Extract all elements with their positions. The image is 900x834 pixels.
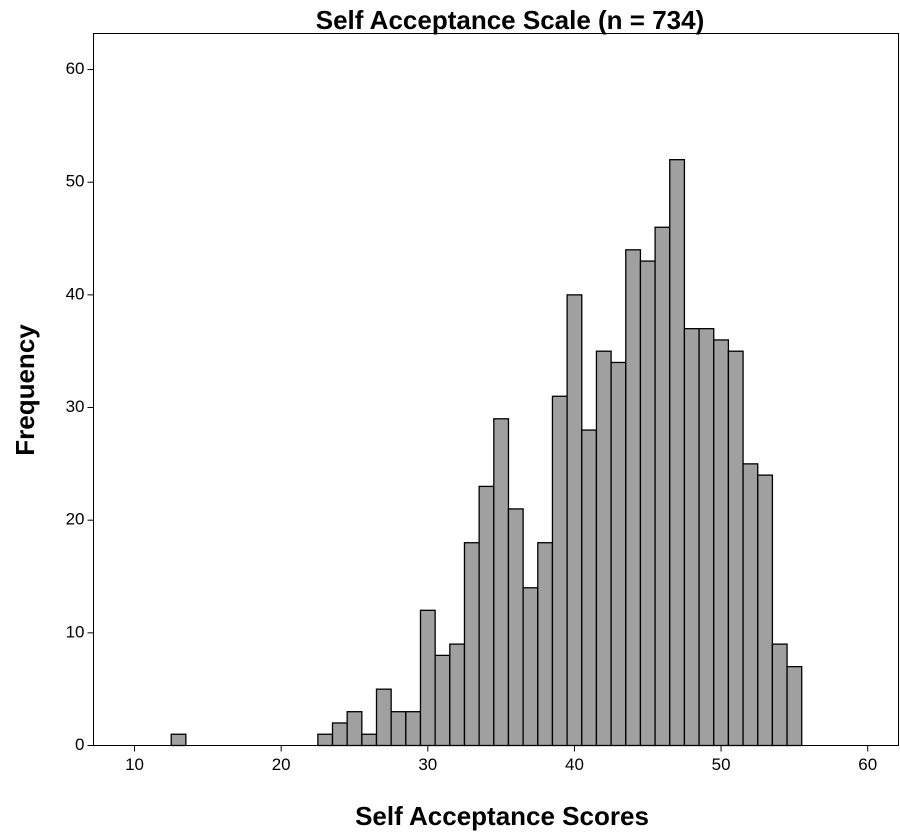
bar (478, 485, 495, 747)
bar (713, 339, 730, 747)
y-tick-label: 0 (75, 735, 84, 754)
x-axis-label: Self Acceptance Scores (355, 801, 649, 831)
bar (595, 350, 612, 747)
bar (375, 688, 392, 747)
bar (771, 643, 788, 747)
bar (317, 733, 334, 747)
bar (331, 722, 348, 747)
x-tick-label: 10 (125, 755, 144, 774)
bar (757, 474, 774, 747)
bar (669, 159, 686, 747)
bar (727, 350, 744, 747)
bar (581, 429, 598, 747)
bar (566, 294, 583, 747)
bar (434, 654, 451, 747)
y-tick-label: 30 (66, 397, 85, 416)
bar (419, 609, 436, 747)
x-tick-label: 60 (858, 755, 877, 774)
bar (493, 418, 510, 747)
bar (537, 542, 554, 747)
bar (625, 249, 642, 747)
x-tick-label: 40 (565, 755, 584, 774)
x-tick-label: 30 (418, 755, 437, 774)
bar (639, 260, 656, 747)
bar (463, 542, 480, 747)
y-tick-label: 10 (66, 622, 85, 641)
y-tick-label: 40 (66, 284, 85, 303)
chart-title: Self Acceptance Scale (n = 734) (316, 5, 705, 35)
bar (742, 463, 759, 747)
bar (170, 733, 187, 747)
bar (507, 508, 524, 747)
y-tick-label: 50 (66, 172, 85, 191)
bar (610, 361, 627, 747)
bar (551, 395, 568, 747)
y-tick-label: 60 (66, 59, 85, 78)
bar (361, 733, 378, 747)
bar (346, 711, 363, 747)
bar (698, 328, 715, 747)
bar (390, 711, 407, 747)
y-axis-label: Frequency (10, 324, 40, 456)
bar (522, 587, 539, 747)
bar (786, 665, 803, 747)
bar (405, 711, 422, 747)
x-tick-label: 20 (272, 755, 291, 774)
bar (449, 643, 466, 747)
bar (654, 226, 671, 747)
bar (683, 328, 700, 747)
x-tick-label: 50 (712, 755, 731, 774)
y-tick-label: 20 (66, 510, 85, 529)
